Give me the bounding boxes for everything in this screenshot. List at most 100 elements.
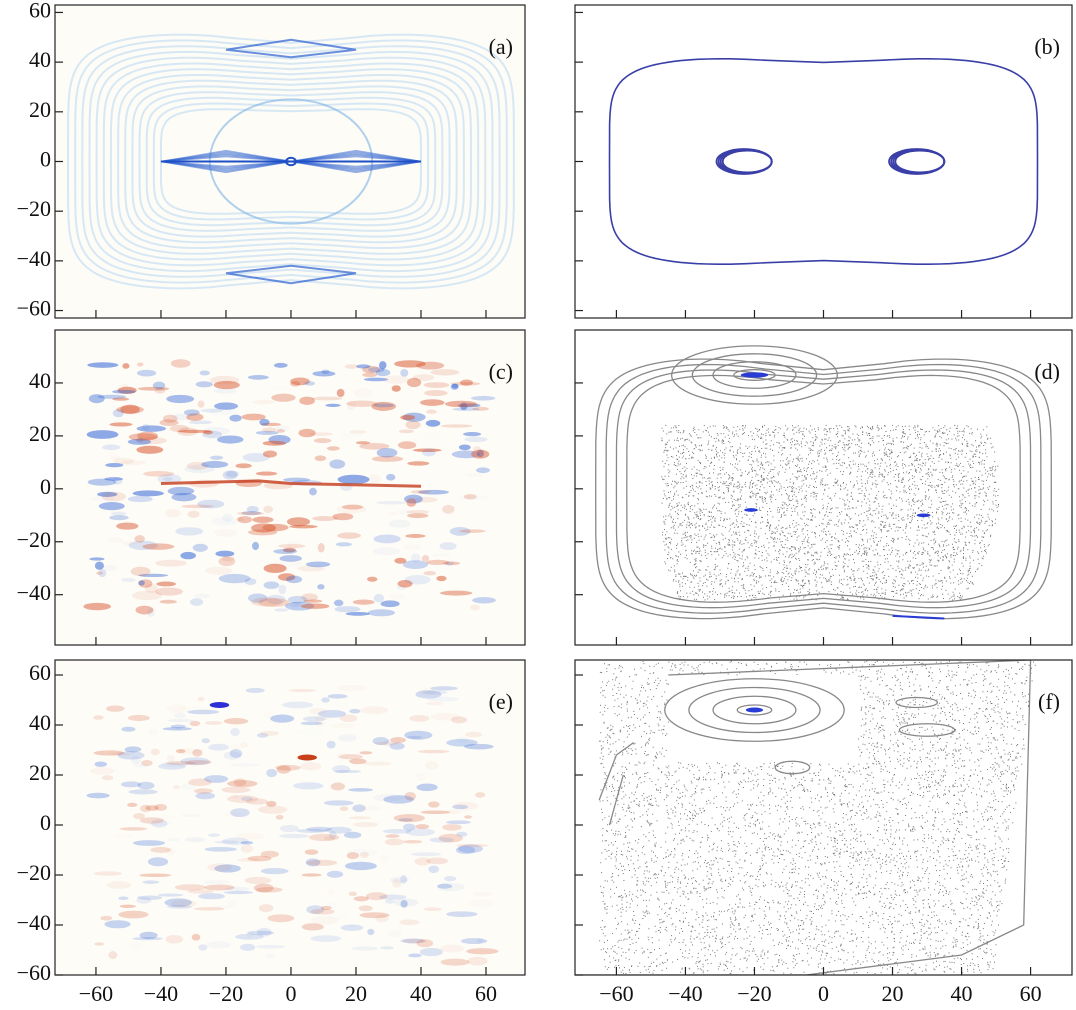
blob <box>203 880 230 884</box>
blob <box>445 809 461 815</box>
blob <box>151 819 168 828</box>
curve <box>145 96 437 227</box>
blob <box>309 707 328 715</box>
blob <box>433 553 452 556</box>
blob <box>282 701 314 709</box>
blob <box>135 437 167 445</box>
blob <box>359 912 390 919</box>
panel: (e) −60 −40 −20 0 20 40 60 −60 −40 −20 0 20 40 60 <box>17 659 526 1006</box>
blob <box>407 461 430 466</box>
blob <box>222 837 249 846</box>
blob <box>164 898 192 907</box>
blob <box>426 559 450 565</box>
blob <box>337 474 370 485</box>
blob <box>213 380 240 390</box>
blob <box>453 801 479 810</box>
blob <box>461 809 469 812</box>
blob <box>358 905 373 912</box>
blob <box>389 742 405 750</box>
blob <box>169 424 189 433</box>
blob <box>131 590 163 601</box>
blob <box>429 837 454 843</box>
blob <box>427 696 459 702</box>
blob <box>246 798 268 805</box>
blob <box>416 939 434 948</box>
blob <box>423 570 437 576</box>
y-tick-label: −40 <box>17 910 51 935</box>
blob <box>104 477 124 481</box>
blob <box>94 761 107 767</box>
blob <box>331 723 357 729</box>
blob <box>165 934 184 944</box>
blob <box>467 956 488 966</box>
blob <box>394 360 426 368</box>
blob <box>175 527 204 536</box>
blob <box>170 359 191 368</box>
blob <box>224 812 241 817</box>
blob <box>106 705 125 712</box>
blob <box>118 910 149 919</box>
blob <box>240 796 254 802</box>
blob <box>410 490 431 494</box>
blob <box>459 529 486 533</box>
blob <box>337 532 361 539</box>
blob <box>449 527 471 536</box>
blob <box>147 857 169 867</box>
blob <box>218 573 251 584</box>
loop <box>664 678 845 742</box>
blob <box>237 511 265 516</box>
blob <box>295 729 325 736</box>
blob <box>304 381 316 386</box>
blob <box>436 575 447 582</box>
blob <box>87 362 119 368</box>
blob <box>120 781 142 788</box>
blob <box>97 491 118 497</box>
panel-image <box>55 330 525 645</box>
blob <box>192 543 208 552</box>
blob <box>400 938 425 944</box>
blob <box>442 824 462 831</box>
panel-label: (d) <box>1034 359 1060 384</box>
y-tick-label: 0 <box>40 474 51 499</box>
blob <box>349 430 367 434</box>
curve <box>102 62 480 261</box>
x-tick-label: −40 <box>668 981 702 1006</box>
blob <box>366 576 378 582</box>
blob <box>184 464 216 474</box>
blob <box>134 764 150 768</box>
blob <box>467 899 495 907</box>
blob <box>237 516 253 524</box>
blob <box>405 420 421 430</box>
blob <box>368 367 385 373</box>
blob <box>121 460 146 466</box>
blob <box>204 566 233 575</box>
blob <box>365 892 388 901</box>
blob <box>157 893 184 897</box>
blob <box>444 400 478 408</box>
blob <box>265 954 275 959</box>
loop <box>721 149 773 174</box>
blob <box>244 578 257 586</box>
blob <box>217 435 244 444</box>
blob <box>422 690 448 695</box>
blob <box>398 429 414 434</box>
blob <box>134 535 145 543</box>
blob <box>336 388 345 398</box>
blob <box>256 733 269 738</box>
blob <box>221 555 235 562</box>
blob <box>389 594 405 600</box>
blob <box>360 706 389 715</box>
blob <box>139 873 172 878</box>
blob <box>430 686 458 691</box>
blob <box>282 547 296 553</box>
blob <box>257 805 288 814</box>
blob <box>384 838 404 846</box>
blob <box>285 575 303 584</box>
x-tick-label: 40 <box>410 981 432 1006</box>
blob <box>348 891 357 897</box>
blob <box>197 400 205 408</box>
blob <box>258 904 274 913</box>
blob <box>424 389 448 397</box>
blob <box>203 430 213 435</box>
blob <box>188 778 212 787</box>
